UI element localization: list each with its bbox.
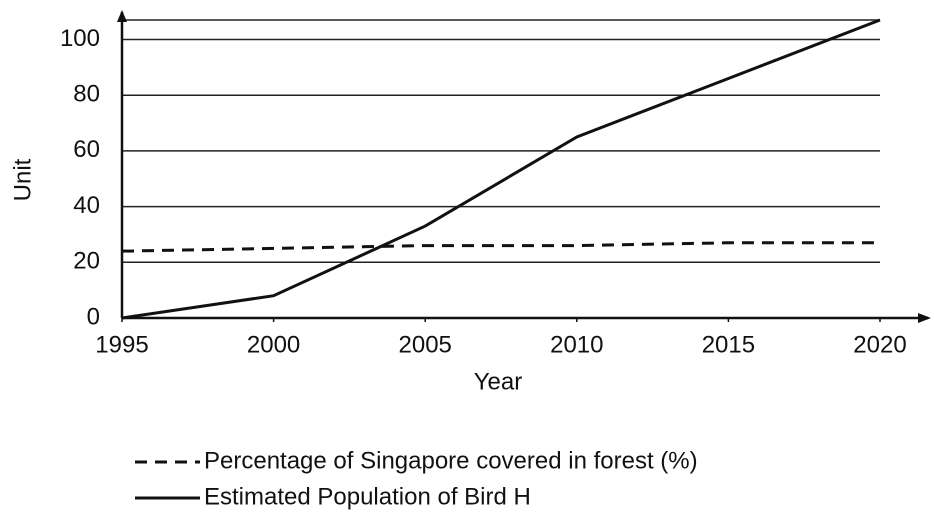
series-line — [121, 18, 881, 320]
x-tick-label: 2000 — [247, 331, 300, 358]
x-tick-label: 2005 — [399, 331, 452, 358]
x-arrow — [918, 313, 931, 323]
legend-label: Percentage of Singapore covered in fores… — [204, 447, 698, 474]
x-tick-label: 2020 — [853, 331, 906, 358]
y-tick-label: 80 — [73, 81, 100, 108]
x-tick-label: 1995 — [95, 331, 148, 358]
y-arrow — [117, 10, 127, 22]
x-tick-label: 2015 — [702, 331, 755, 358]
x-axis-label: Year — [474, 368, 523, 395]
y-tick-label: 60 — [73, 136, 100, 163]
series-line — [121, 241, 880, 253]
y-tick-label: 20 — [73, 248, 100, 275]
y-tick-label: 40 — [73, 192, 100, 219]
y-tick-label: 100 — [60, 25, 100, 52]
y-tick-label: 0 — [87, 303, 100, 330]
legend-label: Estimated Population of Bird H — [204, 483, 531, 510]
y-axis-label: Unit — [9, 158, 36, 201]
x-tick-label: 2010 — [550, 331, 603, 358]
